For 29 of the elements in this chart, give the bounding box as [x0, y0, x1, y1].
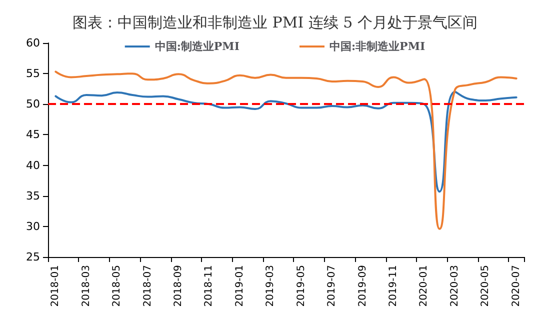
x-tick-label: 2018-01	[50, 265, 62, 307]
y-tick-label: 30	[26, 220, 40, 233]
x-tick-label: 2018-09	[173, 265, 184, 307]
x-tick-label: 2019-11	[388, 265, 399, 307]
x-tick-label: 2019-01	[234, 265, 246, 307]
y-tick-label: 25	[26, 250, 40, 264]
line-series	[54, 70, 518, 230]
y-tick-label: 45	[26, 128, 40, 142]
x-tick-label: 2019-05	[296, 265, 307, 307]
x-tick-label: 2020-05	[480, 265, 492, 307]
x-tick-label: 2019-07	[326, 265, 338, 307]
x-tick-label: 2018-03	[80, 265, 92, 307]
legend-label: 中国:制造业PMI	[154, 40, 240, 53]
x-tick-label: 2020-01	[418, 265, 430, 307]
chart-title: 图表：中国制造业和非制造业 PMI 连续 5 个月处于景气区间	[72, 14, 478, 32]
x-tick-label: 2018-11	[204, 265, 215, 307]
y-tick-label: 55	[26, 67, 40, 80]
y-tick-label: 35	[26, 189, 40, 202]
x-tick-label: 2019-03	[265, 265, 276, 307]
y-tick-label: 60	[26, 36, 40, 50]
legend-label: 中国:非制造业PMI	[330, 40, 426, 53]
x-tick-label: 2018-05	[112, 265, 123, 307]
y-tick-label: 40	[26, 158, 40, 172]
x-tick-label: 2019-09	[357, 265, 368, 307]
line-series	[54, 90, 518, 193]
x-tick-label: 2020-07	[510, 265, 522, 307]
x-tick-label: 2018-07	[142, 265, 154, 307]
x-tick-label: 2020-03	[449, 265, 460, 307]
y-tick-label: 50	[26, 98, 40, 111]
